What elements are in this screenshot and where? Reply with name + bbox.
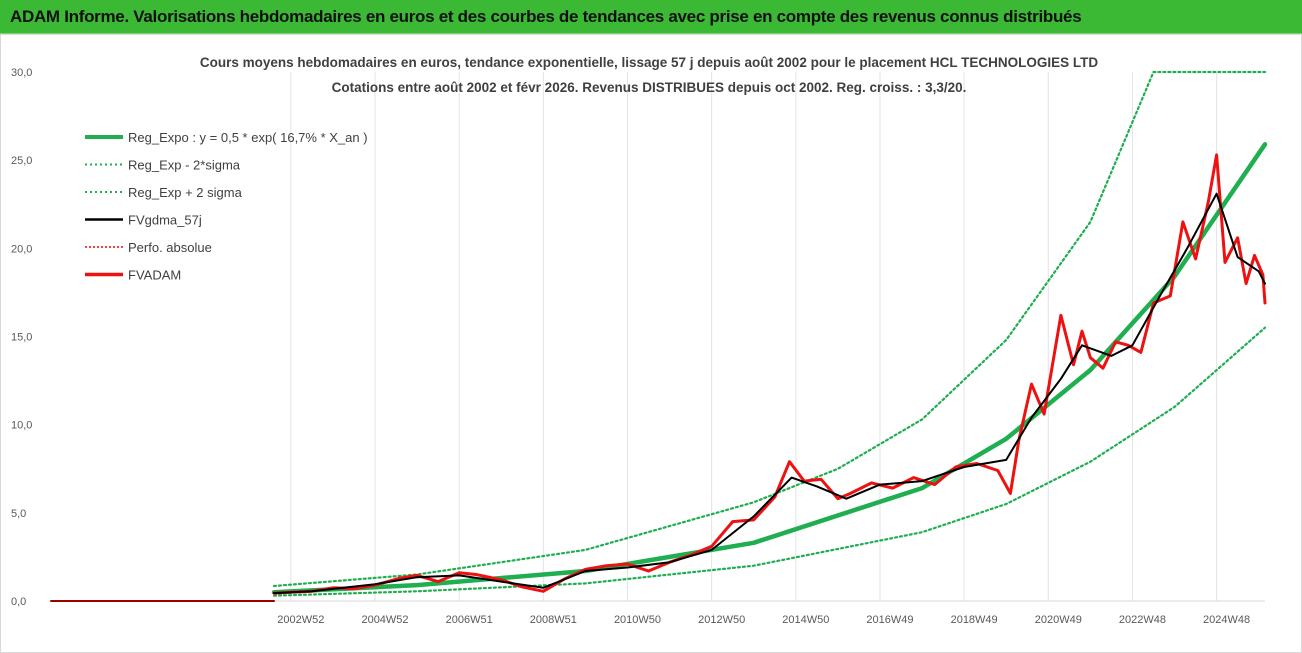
x-tick-label: 2006W51 [446, 614, 493, 626]
vertical-gridlines [290, 72, 1218, 601]
legend-label: FVADAM [128, 268, 181, 283]
banner-title: ADAM Informe. Valorisations hebdomadaire… [10, 7, 1082, 26]
x-tick-label: 2018W49 [951, 614, 998, 626]
y-tick-label: 25,0 [11, 155, 32, 167]
series-line-3 [272, 70, 1267, 588]
series-line-6 [272, 153, 1267, 595]
x-tick-label: 2024W48 [1203, 614, 1250, 626]
series-line-4 [273, 192, 1266, 595]
series-line-2 [272, 326, 1267, 597]
chart-title-line-1: Cours moyens hebdomadaires en euros, ten… [200, 55, 1098, 70]
x-tick-label: 2012W50 [698, 614, 745, 626]
x-tick-label: 2004W52 [361, 614, 408, 626]
y-axis-ticks: 0,0 5,0 10,0 15,0 20,0 25,0 30,0 [11, 67, 32, 608]
legend-label: FVgdma_57j [128, 213, 202, 228]
legend-label: Perfo. absolue [128, 240, 212, 255]
y-tick-label: 0,0 [11, 596, 26, 608]
x-tick-label: 2014W50 [782, 614, 829, 626]
series-line-1 [271, 142, 1268, 595]
legend-label: Reg_Exp + 2 sigma [128, 185, 243, 200]
legend-label: Reg_Exp - 2*sigma [128, 158, 241, 173]
x-axis-ticks: 2002W52 2004W52 2006W51 2008W51 2010W50 2012W… [277, 614, 1250, 626]
x-tick-label: 2008W51 [530, 614, 577, 626]
legend-label: Reg_Expo : y = 0,5 * exp( 16,7% * X_an ) [128, 130, 368, 145]
y-tick-label: 15,0 [11, 332, 32, 344]
x-tick-label: 2022W48 [1119, 614, 1166, 626]
x-tick-label: 2016W49 [866, 614, 913, 626]
x-tick-label: 2002W52 [277, 614, 324, 626]
y-tick-label: 30,0 [11, 67, 32, 79]
y-tick-label: 10,0 [11, 420, 32, 432]
y-tick-label: 20,0 [11, 243, 32, 255]
y-tick-label: 5,0 [11, 508, 26, 520]
chart-frame: 0,0 5,0 10,0 15,0 20,0 25,0 30,0 2002W52 2004W5… [0, 34, 1302, 653]
series-layer [50, 70, 1268, 602]
chart-title-line-2: Cotations entre août 2002 et févr 2026. … [332, 80, 967, 95]
report-banner: ADAM Informe. Valorisations hebdomadaire… [0, 0, 1302, 34]
x-tick-label: 2020W49 [1035, 614, 1082, 626]
legend: Reg_Expo : y = 0,5 * exp( 16,7% * X_an )… [85, 130, 368, 283]
line-chart: 0,0 5,0 10,0 15,0 20,0 25,0 30,0 2002W52 2004W5… [11, 55, 1268, 626]
x-tick-label: 2010W50 [614, 614, 661, 626]
